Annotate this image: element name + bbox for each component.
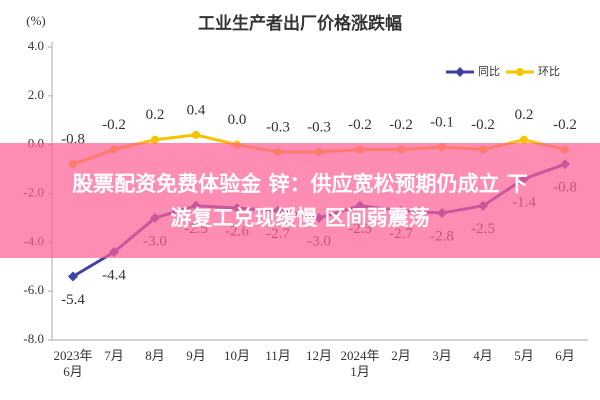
- x-tick-label: 2月: [391, 348, 411, 363]
- legend-label: 环比: [538, 65, 560, 78]
- y-tick-label: -6.0: [23, 282, 44, 297]
- x-tick-label: 2024年1月: [340, 348, 380, 379]
- banner: 股票配资免费体验金 锌：供应宽松预期仍成立 下 游复工兑现缓慢 区间弱震荡: [0, 143, 600, 258]
- data-label: -5.4: [61, 292, 85, 308]
- x-tick-label: 2023年6月: [53, 348, 93, 379]
- legend-marker: [455, 67, 465, 77]
- data-label: -0.2: [471, 117, 495, 133]
- data-label: -0.2: [102, 117, 126, 133]
- x-tick-label: 9月: [186, 348, 206, 363]
- point: [68, 271, 78, 282]
- data-label: -0.1: [430, 115, 454, 131]
- y-tick-label: -8.0: [23, 331, 44, 346]
- data-label: -4.4: [102, 268, 126, 284]
- data-label: 0.0: [228, 112, 247, 128]
- point: [151, 135, 159, 144]
- data-label: -0.2: [348, 117, 372, 133]
- x-tick-label: 8月: [145, 348, 165, 363]
- y-tick-label: 4.0: [28, 38, 44, 53]
- data-label: 0.4: [187, 102, 206, 118]
- banner-line: 股票配资免费体验金 锌：供应宽松预期仍成立 下: [72, 171, 528, 196]
- data-label: -0.2: [389, 117, 413, 133]
- point: [520, 135, 528, 144]
- chart-title: 工业生产者出厂价格涨跌幅: [198, 13, 402, 34]
- data-label: 0.2: [146, 107, 165, 123]
- y-tick-label: 2.0: [28, 87, 44, 102]
- data-label: -0.2: [553, 117, 577, 133]
- banner-line: 游复工兑现缓慢 区间弱震荡: [170, 205, 430, 230]
- x-tick-label: 3月: [432, 348, 452, 363]
- legend-label: 同比: [478, 65, 500, 78]
- x-tick-label: 7月: [104, 348, 124, 363]
- x-tick-label: 11月: [265, 348, 291, 363]
- x-tick-label: 12月: [305, 348, 332, 363]
- point: [192, 130, 200, 139]
- legend-marker: [516, 68, 524, 76]
- x-tick-label: 6月: [555, 348, 575, 363]
- x-tick-label: 4月: [473, 348, 493, 363]
- y-unit: (%): [26, 13, 46, 28]
- data-label: -0.3: [307, 119, 331, 135]
- x-tick-label: 10月: [223, 348, 250, 363]
- data-label: -0.3: [266, 119, 290, 135]
- x-tick-label: 5月: [514, 348, 534, 363]
- data-label: 0.2: [515, 107, 534, 123]
